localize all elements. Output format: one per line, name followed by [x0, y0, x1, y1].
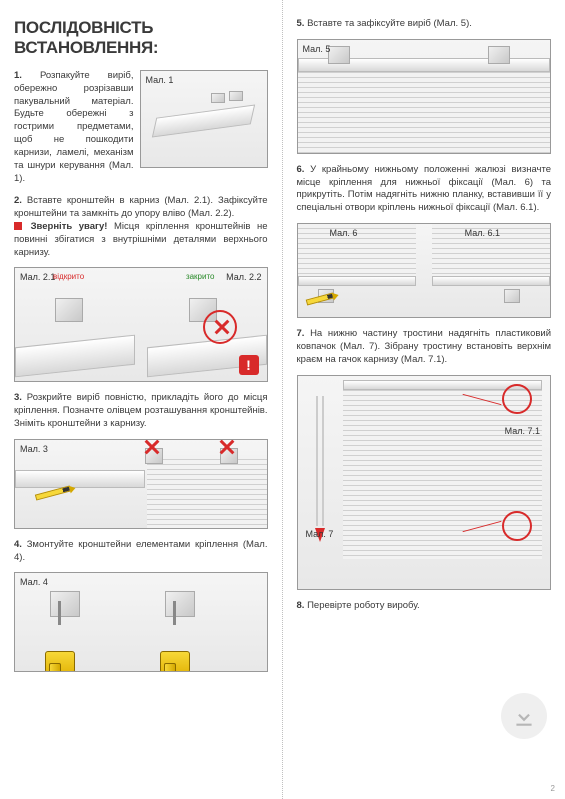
- fig21-label: Мал. 2.1: [20, 272, 55, 282]
- figure-7: Мал. 7 Мал. 7.1: [297, 375, 552, 590]
- drill-icon: [45, 623, 85, 672]
- left-column: ПОСЛІДОВНІСТЬ ВСТАНОВЛЕННЯ: 1. Розпакуйт…: [0, 0, 283, 799]
- figure-2: Мал. 2.1 Мал. 2.2 відкрито закрито !: [14, 267, 268, 382]
- step6-text: 6. У крайньому нижньому положенні жалюзі…: [297, 164, 552, 215]
- step4-body: Змонтуйте кронштейни елементами кріпленн…: [14, 539, 268, 563]
- step8-body: Перевірте роботу виробу.: [307, 600, 420, 611]
- fig4-label: Мал. 4: [20, 577, 48, 587]
- step2b-bold: Зверніть увагу!: [31, 221, 108, 232]
- step3-body: Розкрийте виріб повністю, прикладіть йог…: [14, 392, 268, 429]
- step5-num: 5.: [297, 18, 305, 29]
- fig61-label: Мал. 6.1: [465, 228, 500, 238]
- figure-3: Мал. 3: [14, 439, 268, 529]
- right-column: 5. Вставте та зафіксуйте виріб (Мал. 5).…: [283, 0, 565, 799]
- figure-4: Мал. 4: [14, 572, 268, 672]
- step7-body: На нижню частину тростини надягніть плас…: [297, 328, 552, 365]
- step2-text: 2. Вставте кронштейн в карниз (Мал. 2.1)…: [14, 195, 268, 259]
- closed-label: закрито: [186, 272, 215, 281]
- step3-num: 3.: [14, 392, 22, 403]
- step7-text: 7. На нижню частину тростини надягніть п…: [297, 328, 552, 366]
- fig7-label: Мал. 7: [306, 529, 334, 539]
- step8-num: 8.: [297, 600, 305, 611]
- figure-5: Мал. 5: [297, 39, 552, 154]
- fig5-label: Мал. 5: [303, 44, 331, 54]
- step5-body: Вставте та зафіксуйте виріб (Мал. 5).: [307, 18, 472, 29]
- step2-num: 2.: [14, 195, 22, 206]
- step8-text: 8. Перевірте роботу виробу.: [297, 600, 552, 613]
- warning-badge-icon: !: [239, 355, 259, 375]
- fig71-label: Мал. 7.1: [505, 426, 540, 436]
- step1-body: Розпакуйте виріб, обережно розрізавши па…: [14, 70, 134, 184]
- step3-text: 3. Розкрийте виріб повністю, прикладіть …: [14, 392, 268, 430]
- step7-num: 7.: [297, 328, 305, 339]
- page-title: ПОСЛІДОВНІСТЬ ВСТАНОВЛЕННЯ:: [14, 18, 268, 58]
- download-icon[interactable]: [501, 693, 547, 739]
- step4-text: 4. Змонтуйте кронштейни елементами кріпл…: [14, 539, 268, 565]
- fig6-label: Мал. 6: [330, 228, 358, 238]
- fig1-label: Мал. 1: [146, 75, 174, 85]
- fig3-label: Мал. 3: [20, 444, 48, 454]
- step1-text: 1. Розпакуйте виріб, обережно розрізавши…: [14, 70, 134, 185]
- step1-num: 1.: [14, 70, 22, 81]
- figure-6: Мал. 6 Мал. 6.1: [297, 223, 552, 318]
- step4-num: 4.: [14, 539, 22, 550]
- drill-icon: [160, 623, 200, 672]
- page-number: 2: [551, 784, 555, 793]
- step2a-body: Вставте кронштейн в карниз (Мал. 2.1). З…: [14, 195, 268, 219]
- step6-body: У крайньому нижньому положенні жалюзі ви…: [297, 164, 552, 213]
- fig22-label: Мал. 2.2: [226, 272, 261, 282]
- step6-num: 6.: [297, 164, 305, 175]
- step5-text: 5. Вставте та зафіксуйте виріб (Мал. 5).: [297, 18, 552, 31]
- step1-row: 1. Розпакуйте виріб, обережно розрізавши…: [14, 70, 268, 185]
- open-label: відкрито: [53, 272, 84, 281]
- figure-1: Мал. 1: [140, 70, 268, 168]
- warning-icon: [14, 222, 22, 230]
